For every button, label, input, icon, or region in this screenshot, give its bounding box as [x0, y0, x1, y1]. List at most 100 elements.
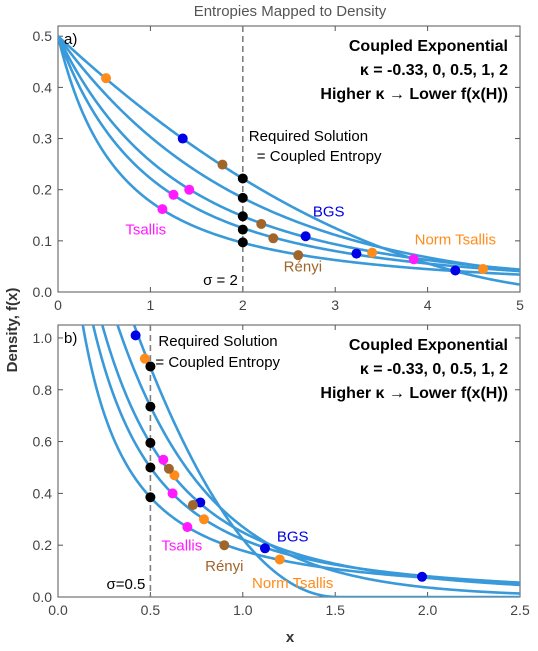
- figure-title: Entropies Mapped to Density: [194, 3, 387, 20]
- x-tick-label: 0.0: [48, 602, 68, 618]
- series-label-bgs: BGS: [313, 203, 345, 220]
- density-curve: [81, 325, 520, 585]
- x-tick-label: 1: [147, 297, 155, 313]
- x-tick-label: 3: [331, 297, 339, 313]
- x-tick-label: 0.5: [141, 602, 161, 618]
- marker-tsallis: [184, 184, 195, 195]
- y-tick-label: 0.0: [33, 589, 53, 605]
- marker-required: [237, 173, 248, 184]
- x-axis-title: x: [286, 629, 295, 646]
- x-tick-label: 1.5: [325, 602, 345, 618]
- marker-norm-tsallis: [139, 353, 150, 364]
- marker-bgs: [130, 330, 141, 341]
- marker-required: [237, 192, 248, 203]
- y-axis-title: Density, f(x): [4, 288, 21, 373]
- marker-norm-tsallis: [478, 263, 489, 274]
- marker-required: [145, 492, 156, 503]
- plot-area: [58, 26, 520, 292]
- series-label-norm-tsallis: Norm Tsallis: [252, 575, 333, 592]
- marker-norm-tsallis: [274, 554, 285, 565]
- y-tick-label: 0.4: [33, 79, 53, 95]
- density-curve: [132, 325, 520, 597]
- marker-norm-tsallis: [198, 514, 209, 525]
- panel-b: 0.0 0.5 1.0 1.5 2.0 2.5 0.0 0.2 0.4 0.6 0.8 1.0 BGS T…: [33, 324, 530, 618]
- x-tick-label: 0: [54, 297, 62, 313]
- sigma-label: σ = 2: [203, 272, 238, 289]
- marker-bgs: [417, 571, 428, 582]
- x-tick-label: 2: [239, 297, 247, 313]
- marker-tsallis: [157, 204, 168, 215]
- x-tick-label: 2.0: [418, 602, 438, 618]
- marker-bgs: [300, 231, 311, 242]
- density-curve: [58, 35, 520, 271]
- density-curve: [58, 35, 520, 273]
- marker-norm-tsallis: [367, 247, 378, 258]
- series-label-tsallis: Tsallis: [125, 222, 166, 239]
- density-curve: [58, 35, 520, 286]
- marker-tsallis: [158, 454, 169, 465]
- marker-renyi: [268, 233, 279, 244]
- marker-tsallis: [408, 254, 419, 265]
- marker-norm-tsallis: [101, 73, 112, 84]
- marker-bgs: [450, 265, 461, 276]
- info-line: κ = -0.33, 0, 0.5, 1, 2: [360, 62, 508, 79]
- marker-renyi: [163, 463, 174, 474]
- info-line: κ = -0.33, 0, 0.5, 1, 2: [360, 361, 508, 378]
- panel-a: 0 1 2 3 4 5 0.0 0.1 0.2 0.3 0.4 0.5 BGS Tsallis Rényi N…: [33, 25, 524, 313]
- density-curve: [58, 35, 520, 273]
- marker-renyi: [256, 218, 267, 229]
- marker-renyi: [219, 540, 230, 551]
- info-line: Higher κ → Lower f(x(H)): [320, 86, 508, 103]
- info-line: Higher κ → Lower f(x(H)): [320, 385, 508, 402]
- marker-bgs: [177, 133, 188, 144]
- series-label-tsallis: Tsallis: [161, 537, 202, 554]
- plot-frame: [57, 324, 521, 598]
- series-label-renyi: Rényi: [284, 259, 322, 276]
- x-tick-label: 1.0: [233, 602, 253, 618]
- series-label-norm-tsallis: Norm Tsallis: [415, 231, 496, 248]
- marker-required: [145, 437, 156, 448]
- required-label: = Coupled Entropy: [155, 354, 280, 371]
- marker-renyi: [217, 159, 228, 170]
- density-curve: [58, 35, 520, 276]
- y-tick-label: 0.2: [33, 537, 53, 553]
- marker-bgs: [259, 543, 270, 554]
- marker-required: [237, 237, 248, 248]
- y-tick-label: 0.3: [33, 131, 53, 147]
- required-label: Required Solution: [158, 333, 277, 350]
- panel-label: a): [64, 31, 77, 48]
- plot-frame: [57, 25, 521, 293]
- marker-norm-tsallis: [169, 470, 180, 481]
- y-tick-label: 0.1: [33, 233, 53, 249]
- marker-required: [145, 462, 156, 473]
- x-tick-label: 4: [424, 297, 432, 313]
- y-tick-label: 0.0: [33, 284, 53, 300]
- plot-area: [81, 325, 520, 597]
- y-tick-label: 1.0: [33, 330, 53, 346]
- info-line: Coupled Exponential: [349, 38, 508, 55]
- marker-tsallis: [182, 522, 193, 533]
- series-label-bgs: BGS: [277, 528, 309, 545]
- series-label-renyi: Rényi: [205, 558, 243, 575]
- required-label: Required Solution: [249, 128, 368, 145]
- marker-required: [237, 211, 248, 222]
- marker-required: [237, 224, 248, 235]
- sigma-label: σ=0.5: [107, 576, 146, 593]
- marker-renyi: [187, 500, 198, 511]
- y-tick-label: 0.4: [33, 485, 53, 501]
- panel-label: b): [64, 330, 77, 347]
- marker-renyi: [293, 250, 304, 261]
- x-tick-label: 5: [516, 297, 524, 313]
- required-label: = Coupled Entropy: [257, 148, 382, 165]
- x-tick-label: 2.5: [510, 602, 530, 618]
- y-tick-label: 0.8: [33, 382, 53, 398]
- y-tick-label: 0.5: [33, 28, 53, 44]
- marker-required: [145, 401, 156, 412]
- marker-bgs: [351, 248, 362, 259]
- marker-required: [145, 361, 156, 372]
- marker-tsallis: [168, 189, 179, 200]
- y-tick-label: 0.2: [33, 182, 53, 198]
- y-tick-label: 0.6: [33, 434, 53, 450]
- info-line: Coupled Exponential: [349, 337, 508, 354]
